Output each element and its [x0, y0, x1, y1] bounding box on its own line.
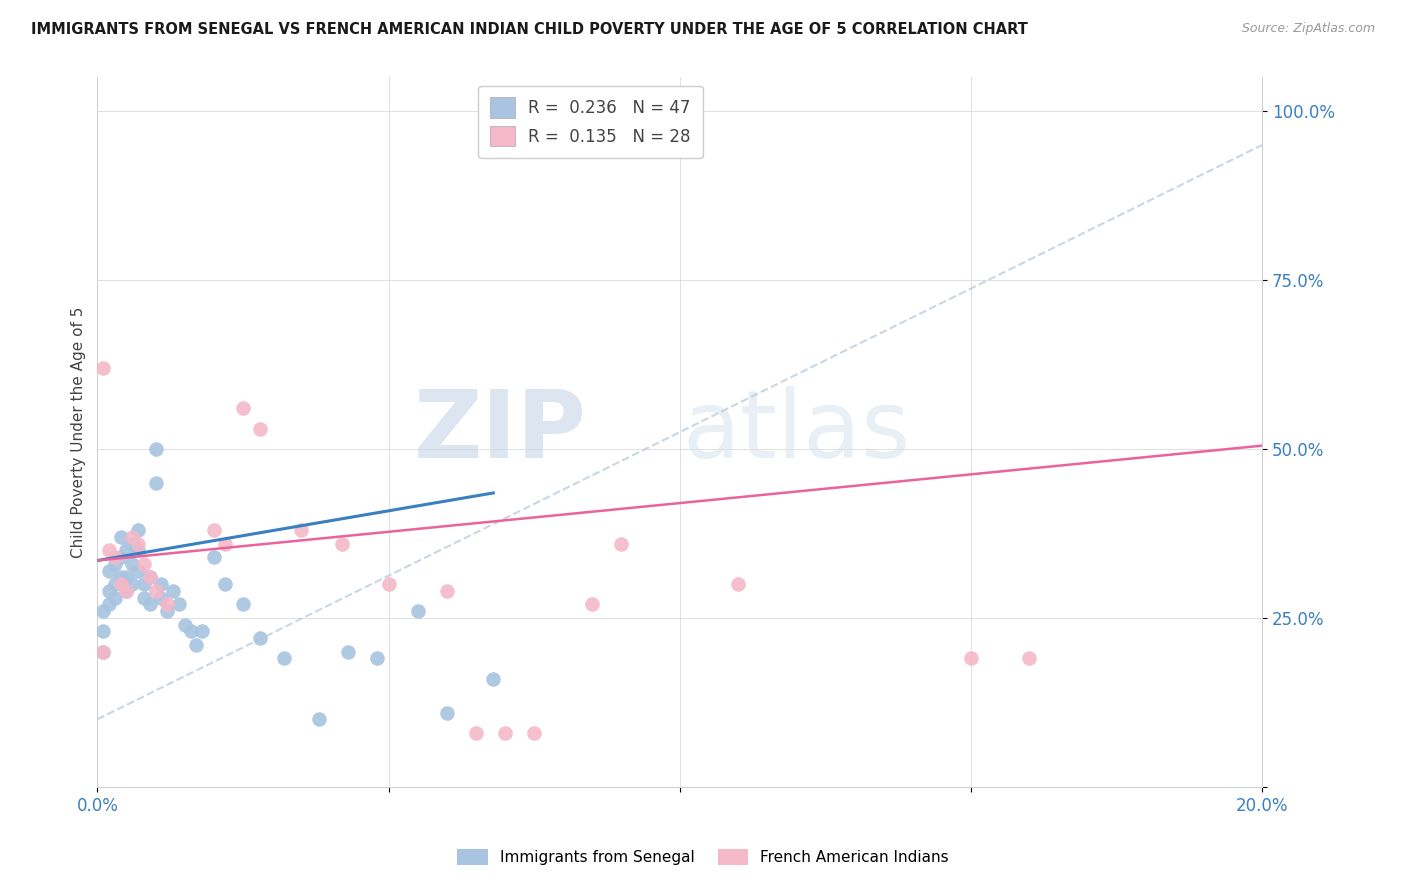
Point	[180, 624, 202, 639]
Legend: Immigrants from Senegal, French American Indians: Immigrants from Senegal, French American…	[451, 843, 955, 871]
Point	[132, 557, 155, 571]
Point	[186, 638, 208, 652]
Point	[110, 570, 132, 584]
Point	[290, 523, 312, 537]
Point	[610, 536, 633, 550]
Point	[110, 577, 132, 591]
Point	[115, 543, 138, 558]
Point	[581, 598, 603, 612]
Point	[121, 557, 143, 571]
Point	[104, 550, 127, 565]
Point	[132, 591, 155, 605]
Point	[104, 557, 127, 571]
Point	[214, 577, 236, 591]
Text: IMMIGRANTS FROM SENEGAL VS FRENCH AMERICAN INDIAN CHILD POVERTY UNDER THE AGE OF: IMMIGRANTS FROM SENEGAL VS FRENCH AMERIC…	[31, 22, 1028, 37]
Point	[110, 530, 132, 544]
Point	[377, 577, 399, 591]
Point	[494, 726, 516, 740]
Point	[127, 543, 149, 558]
Point	[98, 564, 121, 578]
Point	[232, 401, 254, 416]
Point	[127, 523, 149, 537]
Point	[173, 617, 195, 632]
Point	[91, 361, 114, 376]
Point	[960, 651, 983, 665]
Point	[91, 645, 114, 659]
Point	[150, 577, 173, 591]
Point	[464, 726, 486, 740]
Point	[249, 631, 271, 645]
Text: ZIP: ZIP	[413, 386, 586, 478]
Point	[727, 577, 749, 591]
Point	[121, 536, 143, 550]
Text: atlas: atlas	[682, 386, 910, 478]
Point	[91, 645, 114, 659]
Point	[156, 598, 179, 612]
Point	[115, 570, 138, 584]
Point	[127, 536, 149, 550]
Point	[1018, 651, 1040, 665]
Point	[98, 543, 121, 558]
Point	[91, 604, 114, 618]
Point	[145, 442, 167, 456]
Point	[127, 564, 149, 578]
Point	[202, 523, 225, 537]
Legend: R =  0.236   N = 47, R =  0.135   N = 28: R = 0.236 N = 47, R = 0.135 N = 28	[478, 86, 703, 158]
Point	[121, 530, 143, 544]
Point	[139, 570, 162, 584]
Point	[91, 624, 114, 639]
Point	[406, 604, 429, 618]
Point	[104, 591, 127, 605]
Point	[139, 570, 162, 584]
Point	[436, 706, 458, 720]
Text: Source: ZipAtlas.com: Source: ZipAtlas.com	[1241, 22, 1375, 36]
Point	[110, 550, 132, 565]
Point	[145, 583, 167, 598]
Point	[482, 672, 505, 686]
Point	[308, 712, 330, 726]
Point	[202, 550, 225, 565]
Point	[330, 536, 353, 550]
Point	[336, 645, 359, 659]
Point	[150, 591, 173, 605]
Point	[249, 422, 271, 436]
Point	[132, 577, 155, 591]
Point	[366, 651, 388, 665]
Point	[139, 598, 162, 612]
Point	[156, 604, 179, 618]
Point	[523, 726, 546, 740]
Point	[232, 598, 254, 612]
Point	[273, 651, 295, 665]
Point	[104, 577, 127, 591]
Point	[115, 583, 138, 598]
Point	[121, 577, 143, 591]
Point	[191, 624, 214, 639]
Point	[214, 536, 236, 550]
Point	[98, 583, 121, 598]
Point	[115, 583, 138, 598]
Point	[145, 475, 167, 490]
Point	[167, 598, 190, 612]
Point	[162, 583, 184, 598]
Point	[436, 583, 458, 598]
Y-axis label: Child Poverty Under the Age of 5: Child Poverty Under the Age of 5	[72, 307, 86, 558]
Point	[98, 598, 121, 612]
